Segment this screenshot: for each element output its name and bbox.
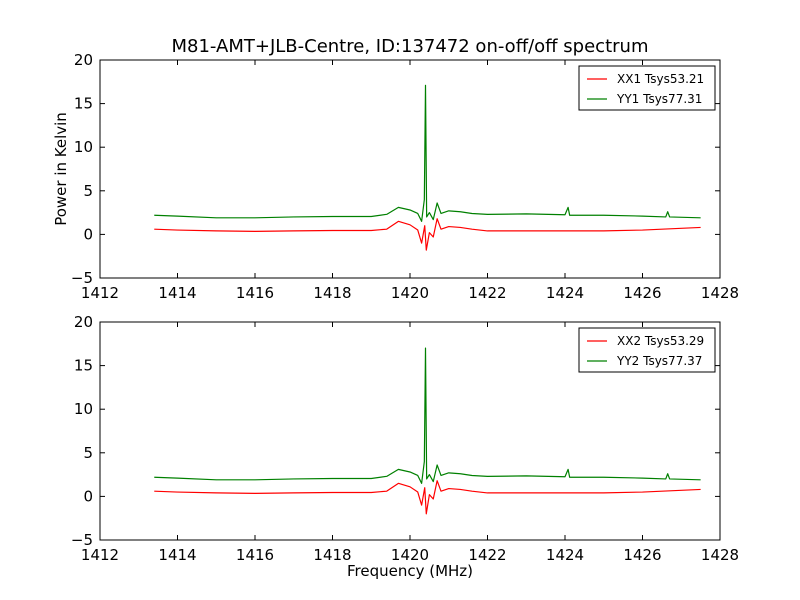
x-tick-label: 1420 [391,284,429,302]
y-tick-label: 20 [74,51,93,69]
legend-label: YY2 Tsys77.37 [616,354,702,368]
legend: XX1 Tsys53.21 YY1 Tsys77.31 [578,65,716,111]
y-tick-label: 5 [83,444,93,462]
x-tick-label: 1428 [701,284,739,302]
legend-label: YY1 Tsys77.31 [616,92,702,106]
y-tick-label: 10 [74,138,93,156]
y-tick-label: −5 [71,269,93,287]
x-tick-label: 1426 [623,546,661,564]
chart-title: M81-AMT+JLB-Centre, ID:137472 on-off/off… [172,36,649,57]
series-line-yy [154,347,701,484]
x-tick-label: 1416 [236,546,274,564]
legend-label: XX1 Tsys53.21 [617,72,704,86]
y-tick-label: 0 [83,487,93,505]
series-line-yy [154,84,701,222]
x-tick-label: 1412 [81,546,119,564]
series-group [154,347,701,515]
legend-label: XX2 Tsys53.29 [617,334,704,348]
x-tick-label: 1420 [391,546,429,564]
x-tick-label: 1424 [546,284,584,302]
legend: XX2 Tsys53.29 YY2 Tsys77.37 [578,327,716,373]
y-tick-label: 15 [74,95,93,113]
x-tick-label: 1416 [236,284,274,302]
chart-panels: 1412 1414 1416 1418 1420 1422 1424 1426 1428 −5 0 5… [71,51,739,564]
x-tick-label: 1428 [701,546,739,564]
x-tick-label: 1414 [158,546,196,564]
y-tick-label: 10 [74,400,93,418]
series-line-xx [154,218,701,251]
y-tick-label: −5 [71,531,93,549]
x-tick-label: 1418 [313,284,351,302]
x-tick-label: 1418 [313,546,351,564]
panel-2: 1412 1414 1416 1418 1420 1422 1424 1426 1428 −5 0 5… [71,313,739,564]
x-tick-label: 1424 [546,546,584,564]
panel-1: 1412 1414 1416 1418 1420 1422 1424 1426 1428 −5 0 5… [71,51,739,302]
x-tick-label: 1414 [158,284,196,302]
y-tick-label: 0 [83,225,93,243]
series-group [154,84,701,251]
y-axis-label: Power in Kelvin [52,112,70,226]
x-tick-label: 1412 [81,284,119,302]
x-tick-label: 1426 [623,284,661,302]
x-tick-label: 1422 [468,546,506,564]
y-tick-label: 20 [74,313,93,331]
y-tick-label: 15 [74,357,93,375]
legend-box [578,327,716,373]
x-tick-label: 1422 [468,284,506,302]
series-line-xx [154,480,701,515]
x-axis-label: Frequency (MHz) [347,562,473,580]
y-tick-label: 5 [83,182,93,200]
legend-box [578,65,716,111]
